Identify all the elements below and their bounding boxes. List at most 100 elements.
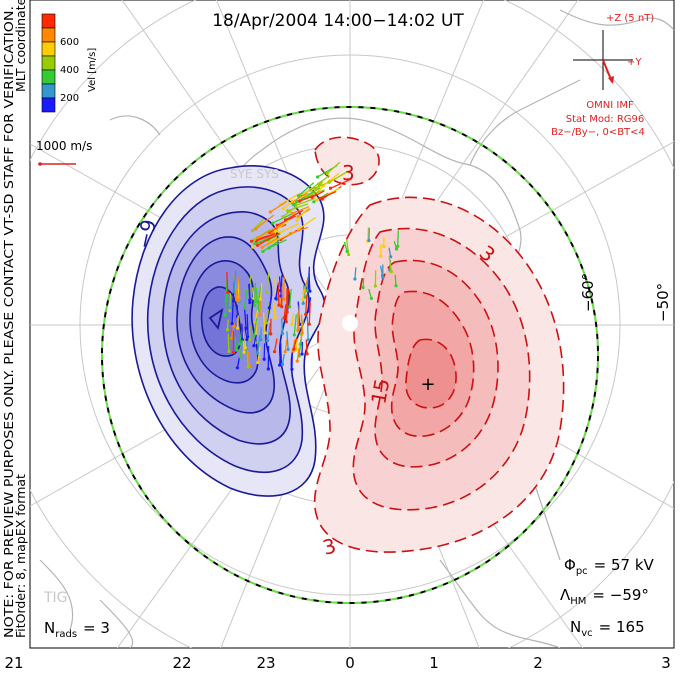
vector-origin <box>258 313 262 317</box>
velocity-vector <box>293 337 298 350</box>
vector-origin <box>394 247 399 251</box>
velocity-vector <box>293 314 297 335</box>
vector-origin <box>273 316 277 320</box>
vector-origin <box>254 227 258 231</box>
mlt-axis: 21 22 23 0 1 2 3 <box>4 654 670 672</box>
vector-origin <box>280 331 285 336</box>
velocity-vector <box>257 224 282 239</box>
velocity-vector <box>236 356 241 368</box>
vector-origin <box>285 209 290 213</box>
vector-origin <box>328 186 333 190</box>
vector-origin <box>236 326 240 330</box>
vector-origin <box>230 321 234 326</box>
velocity-vector <box>239 339 243 358</box>
velocity-vector <box>295 197 316 207</box>
mlt-tick-0: 0 <box>345 654 355 672</box>
vector-origin <box>285 310 289 314</box>
vector-origin <box>243 346 248 350</box>
vector-origin <box>280 305 284 309</box>
velocity-vector <box>253 334 257 346</box>
lat-label-60: −60° <box>579 273 597 312</box>
scale-tick-200: 200 <box>60 93 79 104</box>
vector-origin <box>232 289 236 293</box>
vector-origin <box>305 289 309 293</box>
velocity-vector <box>298 339 302 356</box>
vector-origin <box>230 336 234 340</box>
potential-max-marker: + <box>420 374 435 395</box>
scale-tick-600: 600 <box>60 37 79 48</box>
vector-origin <box>380 273 385 277</box>
velocity-vector <box>233 270 237 292</box>
vector-origin <box>389 270 393 274</box>
reference-vector-dot <box>38 162 42 166</box>
velocity-vector <box>276 215 296 226</box>
vector-origin <box>327 180 331 184</box>
contour-label-pos-mid: 15 <box>366 377 394 406</box>
velocity-vector <box>314 181 331 189</box>
vector-origin <box>251 245 255 249</box>
map-title: 18/Apr/2004 14:00−14:02 UT <box>212 11 464 31</box>
velocity-vector <box>306 277 309 291</box>
phi-pc-stat: Φpc = 57 kV <box>564 556 655 577</box>
velocity-vector <box>305 294 308 315</box>
vector-origin <box>255 300 259 304</box>
vector-origin <box>266 339 270 343</box>
lat-label-50: −50° <box>654 283 672 322</box>
velocity-vector <box>309 180 323 191</box>
velocity-vector <box>242 332 245 353</box>
velocity-vector <box>394 274 397 286</box>
vector-origin <box>281 215 285 219</box>
vector-origin <box>282 297 286 301</box>
scale-color-box <box>41 69 56 85</box>
vector-origin <box>277 303 281 307</box>
vector-origin <box>223 313 227 317</box>
velocity-vector <box>291 206 310 215</box>
vector-origin <box>262 357 266 361</box>
vector-origin <box>394 284 398 288</box>
velocity-vector <box>266 272 270 293</box>
imf-condition: Bz−/By−, 0<BT<4 <box>551 127 645 138</box>
velocity-vectors <box>223 161 400 371</box>
velocity-vector <box>286 331 289 350</box>
vector-origin <box>292 347 296 351</box>
velocity-vector <box>300 314 303 333</box>
velocity-vector <box>326 161 341 174</box>
velocity-vector <box>268 239 287 249</box>
vector-origin <box>295 218 299 222</box>
velocity-vector <box>274 278 277 293</box>
imf-source: OMNI IMF <box>586 100 634 111</box>
vector-origin <box>379 254 383 258</box>
velocity-vector <box>224 291 228 316</box>
velocity-vector <box>255 214 275 230</box>
vector-origin <box>373 284 377 288</box>
velocity-vector <box>256 233 276 242</box>
vector-origin <box>296 326 301 330</box>
vector-origin <box>231 299 235 303</box>
vector-origin <box>282 316 286 320</box>
vector-origin <box>346 252 351 257</box>
vector-origin <box>283 350 287 354</box>
vector-origin <box>312 200 316 204</box>
velocity-vector <box>247 351 251 367</box>
velocity-vector <box>311 181 324 196</box>
vector-origin <box>290 367 294 371</box>
imf-model: Stat Mod: RG96 <box>566 114 645 125</box>
velocity-vector <box>283 304 287 319</box>
vector-origin <box>272 350 277 354</box>
scale-title: Vel [m/s] <box>87 48 98 92</box>
scale-color-box <box>41 97 56 113</box>
vector-origin <box>382 244 386 249</box>
velocity-vector <box>244 326 248 340</box>
vector-origin <box>237 299 241 303</box>
vector-origin <box>301 297 305 301</box>
vector-origin <box>265 290 269 294</box>
velocity-vector <box>379 265 384 276</box>
velocity-vector <box>306 316 309 340</box>
velocity-vector <box>303 280 308 293</box>
velocity-vector <box>269 201 288 213</box>
velocity-vector <box>262 240 280 252</box>
vector-origin <box>252 344 256 348</box>
vector-origin <box>300 352 304 356</box>
velocity-vector <box>275 284 279 299</box>
